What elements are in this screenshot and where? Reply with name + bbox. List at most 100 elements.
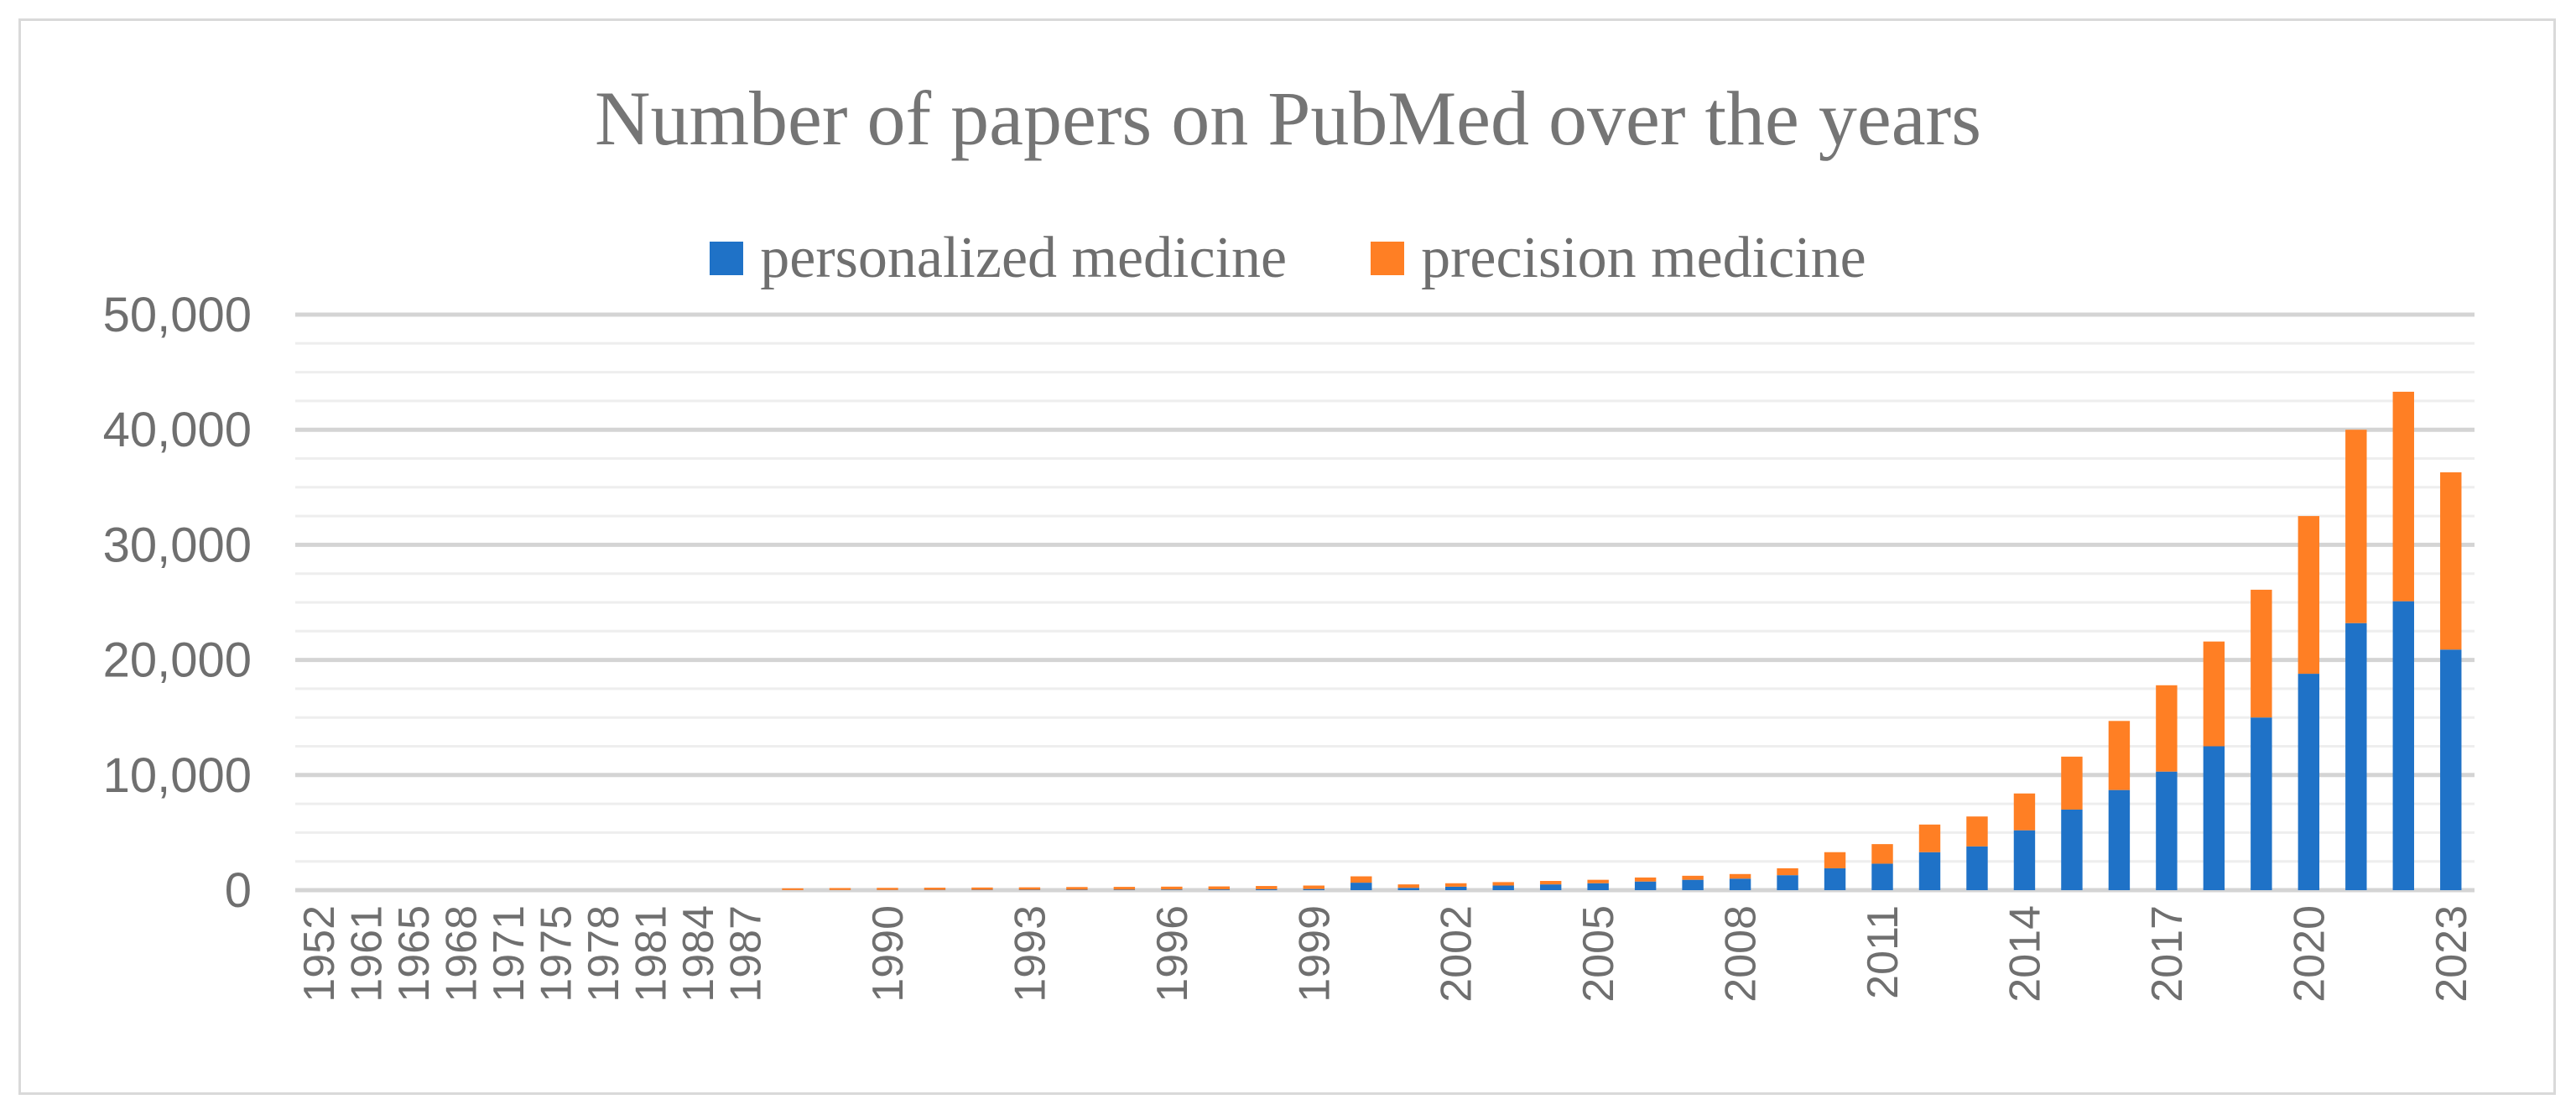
- x-tick-label: 2020: [2285, 905, 2334, 1003]
- x-tick-label: 2008: [1717, 905, 1766, 1003]
- bar-personalized-2001: [1397, 888, 1419, 890]
- bar-personalized-2002: [1445, 886, 1467, 890]
- x-tick-label: 1965: [390, 905, 439, 1003]
- bar-precision-2000: [1350, 876, 1372, 883]
- bar-precision-1994: [1066, 887, 1088, 890]
- bar-precision-1998: [1256, 886, 1278, 889]
- x-tick-label: 1978: [580, 905, 628, 1003]
- x-tick-label: 2011: [1859, 905, 1907, 999]
- bar-precision-2009: [1777, 868, 1798, 876]
- x-tick-label: 1987: [722, 905, 771, 1003]
- bar-precision-2003: [1492, 882, 1514, 886]
- x-tick-label: 1981: [627, 905, 676, 1003]
- bar-precision-2013: [1966, 816, 1988, 847]
- bar-personalized-2000: [1350, 883, 1372, 890]
- bar-precision-1993: [1018, 887, 1041, 890]
- bar-precision-1996: [1161, 886, 1183, 890]
- x-tick-label: 2023: [2428, 905, 2476, 1003]
- bar-personalized-2015: [2061, 809, 2083, 890]
- x-tick-label: 1968: [438, 905, 487, 1003]
- bar-precision-1999: [1303, 885, 1324, 889]
- bar-personalized-1999: [1303, 888, 1324, 890]
- y-tick-label: 50,000: [103, 288, 252, 342]
- bar-precision-1991: [924, 888, 946, 890]
- legend-label-personalized: personalized medicine: [760, 226, 1288, 290]
- x-tick-label: 1999: [1290, 905, 1339, 1003]
- bar-personalized-2006: [1634, 881, 1657, 890]
- x-tick-label: 1961: [343, 905, 392, 1003]
- bar-personalized-2007: [1682, 879, 1704, 890]
- bar-personalized-2013: [1966, 846, 1988, 890]
- legend-label-precision: precision medicine: [1421, 226, 1866, 290]
- x-tick-label: 2005: [1574, 905, 1623, 1003]
- x-tick-label: 1971: [485, 905, 533, 1003]
- bar-personalized-1994: [1066, 889, 1088, 890]
- bar-personalized-2018: [2203, 746, 2225, 890]
- bar-precision-2015: [2061, 756, 2083, 810]
- x-tick-label: 1990: [864, 905, 913, 1003]
- y-tick-label: 10,000: [103, 748, 252, 803]
- bar-personalized-2022: [2392, 601, 2414, 890]
- y-tick-label: 0: [225, 863, 252, 918]
- legend-swatch-precision: [1371, 242, 1405, 275]
- x-tick-label: 2002: [1433, 905, 1481, 1003]
- bar-personalized-2020: [2298, 674, 2320, 890]
- bar-precision-1990: [877, 888, 898, 890]
- x-tick-label: 2017: [2143, 905, 2192, 1003]
- bar-precision-2017: [2156, 685, 2178, 772]
- bar-personalized-2019: [2251, 717, 2272, 890]
- x-tick-label: 1996: [1148, 905, 1197, 1003]
- bar-precision-2007: [1682, 875, 1704, 880]
- bar-personalized-2023: [2440, 649, 2462, 890]
- bar-personalized-2004: [1539, 884, 1562, 890]
- bar-precision-2023: [2440, 472, 2462, 650]
- y-tick-label: 30,000: [103, 518, 252, 572]
- chart-legend: personalized medicine precision medicine: [0, 225, 2576, 292]
- bar-personalized-2014: [2013, 830, 2036, 890]
- bar-personalized-2021: [2345, 623, 2367, 890]
- legend-item-personalized: personalized medicine: [710, 225, 1287, 292]
- bar-precision-2018: [2203, 641, 2225, 747]
- bar-precision-2005: [1587, 879, 1609, 883]
- bar-precision-2014: [2013, 793, 2036, 831]
- bar-personalized-1997: [1208, 889, 1231, 890]
- y-tick-label: 20,000: [103, 633, 252, 688]
- bar-personalized-1995: [1113, 889, 1136, 890]
- bar-precision-2011: [1871, 844, 1893, 864]
- bar-precision-2019: [2251, 589, 2272, 718]
- legend-swatch-personalized: [710, 242, 744, 275]
- bar-precision-2012: [1918, 824, 1941, 852]
- bar-personalized-2017: [2156, 771, 2178, 890]
- bar-precision-2021: [2345, 430, 2367, 623]
- bar-precision-2008: [1729, 873, 1751, 879]
- bar-precision-2004: [1539, 881, 1562, 885]
- x-tick-label: 1952: [295, 905, 344, 1003]
- bar-precision-2006: [1634, 877, 1657, 882]
- bar-personalized-2005: [1587, 883, 1609, 890]
- bar-precision-1992: [971, 887, 993, 890]
- chart-title: Number of papers on PubMed over the year…: [595, 76, 1981, 161]
- bar-precision-2016: [2108, 721, 2131, 790]
- bar-precision-2002: [1445, 883, 1467, 887]
- bar-precision-1988: [782, 888, 804, 890]
- bar-personalized-2009: [1777, 875, 1798, 890]
- x-tick-label: 1984: [674, 905, 723, 1003]
- bar-personalized-1998: [1256, 888, 1278, 890]
- x-tick-label: 2014: [2001, 905, 2049, 1003]
- bar-precision-2020: [2298, 516, 2320, 675]
- x-tick-label: 1975: [533, 905, 581, 1003]
- bar-personalized-1996: [1161, 889, 1183, 890]
- bar-personalized-2016: [2108, 789, 2131, 890]
- y-tick-label: 40,000: [103, 403, 252, 457]
- chart-frame: [18, 18, 2556, 1095]
- bar-personalized-2010: [1824, 868, 1846, 890]
- bar-precision-2022: [2392, 391, 2414, 602]
- x-tick-label: 1993: [1006, 905, 1054, 1003]
- bar-precision-1989: [829, 888, 851, 890]
- bar-personalized-2012: [1918, 852, 1941, 890]
- bar-precision-1995: [1113, 887, 1136, 890]
- legend-item-precision: precision medicine: [1371, 225, 1866, 292]
- bar-personalized-2011: [1871, 863, 1893, 890]
- bar-personalized-2008: [1729, 878, 1751, 890]
